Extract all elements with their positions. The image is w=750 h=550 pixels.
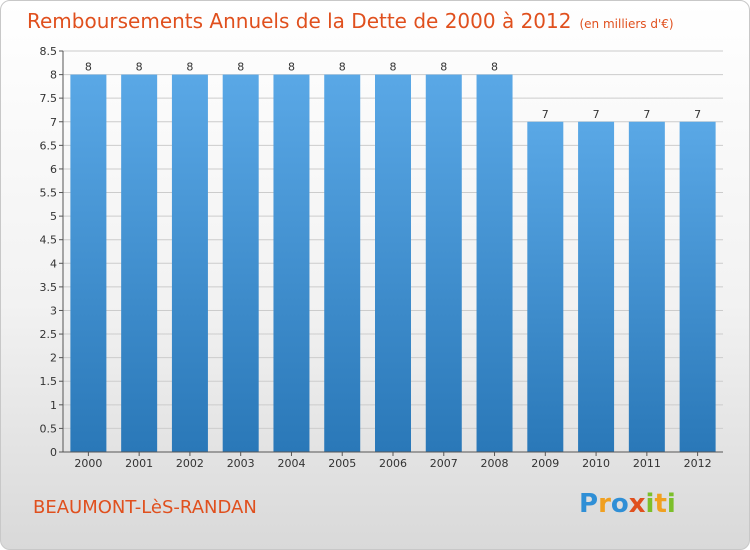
logo-letter: r xyxy=(598,489,611,519)
y-tick-label: 4 xyxy=(50,257,57,270)
bars xyxy=(70,74,716,453)
bar-2006 xyxy=(375,74,411,453)
y-tick-label: 3.5 xyxy=(40,281,58,294)
title-main: Remboursements Annuels de la Dette de 20… xyxy=(27,9,572,33)
bar-2004 xyxy=(273,74,310,453)
x-tick-label: 2002 xyxy=(176,457,204,470)
data-label: 8 xyxy=(85,61,92,74)
y-tick-label: 8.5 xyxy=(40,45,58,58)
data-label: 8 xyxy=(237,61,244,74)
logo-letter: i xyxy=(666,489,676,519)
y-tick-label: 5.5 xyxy=(40,187,58,200)
x-tick-label: 2010 xyxy=(582,457,610,470)
x-tick-label: 2003 xyxy=(227,457,255,470)
y-tick-label: 1 xyxy=(50,399,57,412)
y-tick-label: 6.5 xyxy=(40,139,58,152)
y-tick-label: 8 xyxy=(50,69,57,82)
x-tick-label: 2006 xyxy=(379,457,407,470)
y-tick-label: 3 xyxy=(50,304,57,317)
data-label: 7 xyxy=(542,108,549,121)
data-labels: 8 8 8 8 8 8 8 8 8 7 7 7 7 xyxy=(85,61,701,121)
logo-letter: P xyxy=(579,489,599,519)
x-tick-label: 2004 xyxy=(277,457,305,470)
data-label: 8 xyxy=(440,61,447,74)
title-unit: (en milliers d'€) xyxy=(579,17,674,31)
x-tick-label: 2008 xyxy=(481,457,509,470)
town-name: BEAUMONT-LèS-RANDAN xyxy=(33,497,257,518)
data-label: 8 xyxy=(491,61,498,74)
y-tick-label: 6 xyxy=(50,163,57,176)
bar-2001 xyxy=(121,74,158,453)
x-tick-label: 2009 xyxy=(531,457,559,470)
data-label: 8 xyxy=(339,61,346,74)
y-tick-label: 7 xyxy=(50,116,57,129)
logo-letter: i xyxy=(645,489,655,519)
bar-2009 xyxy=(527,121,564,452)
x-tick-label: 2001 xyxy=(125,457,153,470)
chart-title: Remboursements Annuels de la Dette de 20… xyxy=(27,9,674,33)
bar-2000 xyxy=(70,74,107,453)
x-axis: 2000 2001 2002 2003 2004 2005 2006 2007 2008 2009… xyxy=(63,451,723,470)
data-label: 8 xyxy=(136,61,143,74)
x-tick-label: 2005 xyxy=(328,457,356,470)
x-tick-label: 2011 xyxy=(633,457,661,470)
bar-2007 xyxy=(425,74,462,453)
bar-2012 xyxy=(679,121,716,452)
logo-letter: x xyxy=(628,489,646,519)
data-label: 8 xyxy=(186,61,193,74)
y-tick-label: 5 xyxy=(50,210,57,223)
proxiti-logo: Proxiti xyxy=(579,489,676,519)
data-label: 7 xyxy=(694,108,701,121)
data-label: 8 xyxy=(288,61,295,74)
y-tick-label: 1.5 xyxy=(40,375,58,388)
data-label: 7 xyxy=(593,108,600,121)
x-tick-label: 2007 xyxy=(430,457,458,470)
bar-2008 xyxy=(476,74,513,453)
logo-letter: o xyxy=(610,489,629,519)
data-label: 8 xyxy=(390,61,397,74)
x-tick-label: 2012 xyxy=(684,457,712,470)
bar-2010 xyxy=(578,121,615,452)
logo-letter: t xyxy=(654,489,667,519)
y-tick-label: 2 xyxy=(50,352,57,365)
y-tick-label: 4.5 xyxy=(40,234,58,247)
data-label: 7 xyxy=(643,108,650,121)
bar-2003 xyxy=(222,74,259,453)
bar-2002 xyxy=(171,74,208,453)
y-tick-label: 0.5 xyxy=(40,422,58,435)
y-tick-label: 7.5 xyxy=(40,92,58,105)
bar-2005 xyxy=(324,74,361,453)
y-axis: 0 0.5 1 1.5 2 2.5 3 3.5 4 4.5 5 5.5 6 6.5 7 7.5 8 8.5 xyxy=(40,45,64,459)
x-tick-label: 2000 xyxy=(74,457,102,470)
y-tick-label: 0 xyxy=(50,446,57,459)
y-tick-label: 2.5 xyxy=(40,328,58,341)
bar-2011 xyxy=(628,121,665,452)
